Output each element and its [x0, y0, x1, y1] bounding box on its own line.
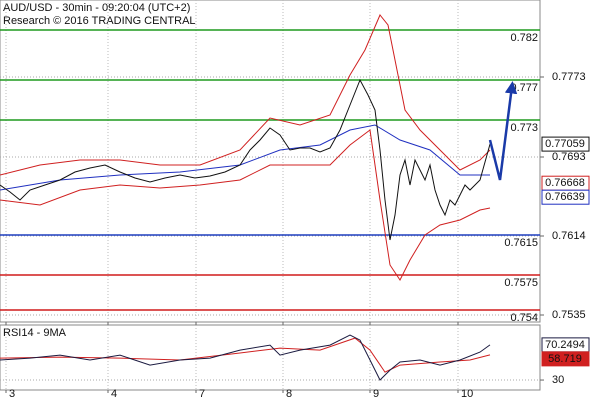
- value-tag: 0.77059: [545, 138, 585, 150]
- series-line: [0, 124, 490, 191]
- level-label: 0.7615: [504, 237, 538, 249]
- series-line: [0, 78, 491, 241]
- value-tag: 0.76668: [545, 177, 585, 189]
- x-tick-label: 4: [111, 388, 117, 400]
- y-tick-label: 0.7693: [552, 151, 586, 163]
- y-tick-label: 0.7614: [552, 230, 586, 242]
- value-tag: 58.719: [548, 353, 582, 365]
- value-tag: 0.76639: [545, 191, 585, 203]
- rsi-title: RSI14 - 9MA: [3, 327, 67, 339]
- chart-subtitle: Research © 2016 TRADING CENTRAL: [3, 15, 196, 27]
- level-label: 0.754: [510, 312, 538, 324]
- rsi-panel: [0, 324, 541, 391]
- level-label: 0.777: [510, 82, 538, 94]
- y-tick-label: 0.7535: [552, 309, 586, 321]
- level-label: 0.7575: [504, 277, 538, 289]
- series-line: [0, 129, 491, 281]
- y-tick-label: 0.7773: [552, 71, 586, 83]
- series-line: [0, 334, 491, 381]
- series-line: [0, 14, 491, 176]
- x-tick-label: 3: [9, 388, 15, 400]
- value-tag-box: [541, 351, 590, 367]
- level-label: 0.782: [510, 32, 538, 44]
- x-tick-label: 8: [286, 388, 292, 400]
- x-tick-label: 9: [373, 388, 379, 400]
- forecast-arrow: [488, 81, 518, 181]
- value-tag-box: [541, 189, 590, 205]
- series-line: [0, 337, 491, 373]
- value-tag-box: [541, 136, 590, 152]
- y-tick-label: 30: [552, 374, 564, 386]
- chart-title: AUD/USD - 30min - 09:20:04 (UTC+2): [3, 2, 190, 14]
- price-panel: [0, 0, 541, 323]
- x-tick-label: 7: [199, 388, 205, 400]
- x-tick-label: 10: [461, 388, 473, 400]
- value-tag: 70.2494: [545, 339, 585, 351]
- level-label: 0.773: [510, 122, 538, 134]
